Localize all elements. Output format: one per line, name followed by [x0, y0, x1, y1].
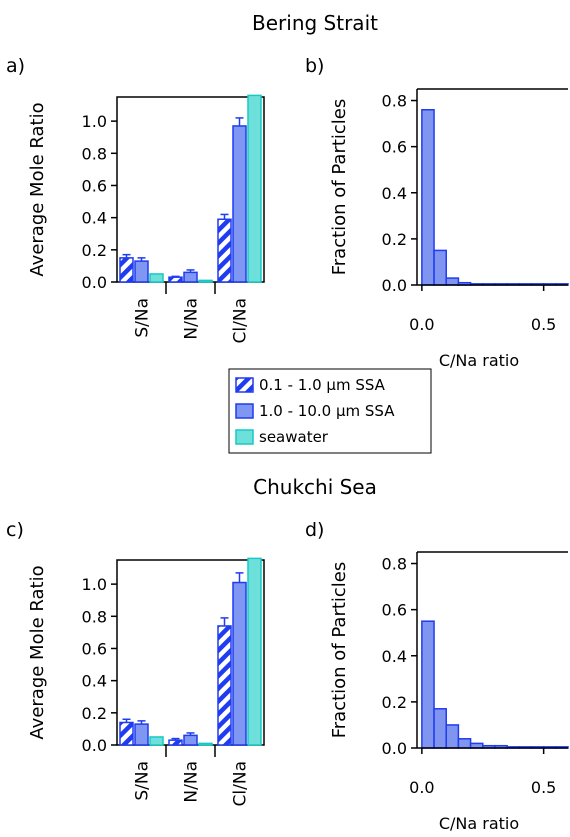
x-tick-label: 0.5 [531, 778, 556, 797]
y-tick-label: 1.0 [82, 112, 107, 131]
bar [183, 734, 198, 746]
bar [134, 723, 149, 746]
x-axis-label: C/Na ratio [439, 351, 519, 370]
bar [149, 273, 164, 283]
x-category-label: N/Na [182, 761, 202, 803]
bar [232, 581, 247, 746]
bar [183, 271, 198, 283]
bar [217, 625, 232, 746]
bar [247, 94, 262, 283]
y-axis-label: Average Mole Ratio [27, 102, 48, 276]
y-tick-label: 0.2 [82, 241, 107, 260]
bar [134, 260, 149, 283]
title-chukchi-sea: Chukchi Sea [253, 475, 377, 499]
y-tick-label: 0.4 [82, 209, 107, 228]
x-axis-label: C/Na ratio [439, 814, 519, 833]
y-tick-label: 1.0 [82, 575, 107, 594]
legend-label-coarse: 1.0 - 10.0 µm SSA [259, 402, 395, 420]
panel-c-bar-chart: 0.0 0.2 0.4 0.6 0.8 1.0 Average Mole Ratio S/Na… [27, 557, 265, 806]
y-tick-label: 0.2 [382, 230, 407, 249]
y-tick-label: 0.8 [82, 607, 107, 626]
bar [198, 742, 213, 746]
x-tick-label: 0.0 [409, 778, 434, 797]
y-tick-label: 0.8 [382, 92, 407, 111]
bar [217, 218, 232, 283]
x-category-label: N/Na [182, 298, 202, 340]
y-tick-label: 0.0 [82, 736, 107, 755]
legend-frame [228, 368, 432, 454]
y-tick-label: 0.6 [382, 601, 407, 620]
histogram-bar [457, 738, 472, 749]
panel-d-histogram: 0.0 0.2 0.4 0.6 0.8 Fraction of Particles 0.0 0… [329, 551, 569, 833]
bar [119, 257, 134, 283]
y-tick-label: 0.4 [82, 672, 107, 691]
x-category-label: Cl/Na [231, 761, 251, 806]
legend-swatch-solid [235, 403, 254, 419]
y-tick-label: 0.8 [82, 144, 107, 163]
y-tick-label: 0.4 [382, 647, 407, 666]
bar [149, 736, 164, 746]
x-tick-label: 0.5 [531, 315, 556, 334]
legend-label-seawater: seawater [259, 428, 329, 446]
bar [168, 276, 183, 283]
bar [232, 125, 247, 283]
bar [198, 279, 213, 283]
histogram-bar [433, 708, 447, 749]
y-tick-label: 0.4 [382, 184, 407, 203]
histogram-bar [433, 249, 447, 286]
histogram-bar [445, 724, 460, 749]
x-category-label: S/Na [133, 298, 153, 338]
y-tick-label: 0.2 [82, 704, 107, 723]
y-tick-label: 0.6 [382, 138, 407, 157]
y-tick-label: 0.8 [382, 555, 407, 574]
histogram-bar [421, 620, 435, 749]
panel-a-bar-chart: 0.0 0.2 0.4 0.6 0.8 1.0 Average Mole Ratio S/Na… [27, 94, 265, 343]
y-tick-label: 0.6 [82, 176, 107, 195]
legend-swatch-hatched [235, 377, 254, 393]
y-tick-label: 0.0 [82, 273, 107, 292]
legend-label-fine: 0.1 - 1.0 µm SSA [259, 376, 386, 394]
bar [168, 739, 183, 746]
histogram-bar [445, 277, 460, 286]
x-tick-label: 0.0 [409, 315, 434, 334]
panel-label-b: b) [305, 55, 324, 77]
y-axis-label: Fraction of Particles [329, 99, 350, 276]
y-axis-label: Average Mole Ratio [27, 565, 48, 739]
x-category-label: Cl/Na [231, 298, 251, 343]
y-tick-label: 0.0 [382, 739, 407, 758]
panel-b-histogram: 0.0 0.2 0.4 0.6 0.8 Fraction of Particles 0.0 0… [329, 88, 569, 370]
histogram-bar [421, 109, 435, 286]
title-bering-strait: Bering Strait [252, 11, 378, 35]
legend: 0.1 - 1.0 µm SSA 1.0 - 10.0 µm SSA seawa… [228, 368, 432, 454]
y-axis-label: Fraction of Particles [329, 562, 350, 739]
y-tick-label: 0.0 [382, 276, 407, 295]
y-tick-label: 0.6 [82, 639, 107, 658]
legend-swatch-seawater [235, 429, 254, 445]
panel-label-a: a) [6, 55, 25, 77]
panel-label-c: c) [6, 519, 24, 541]
panel-label-d: d) [305, 519, 324, 541]
y-tick-label: 0.2 [382, 693, 407, 712]
bar [247, 557, 262, 746]
bar [119, 721, 134, 746]
x-category-label: S/Na [133, 761, 153, 801]
